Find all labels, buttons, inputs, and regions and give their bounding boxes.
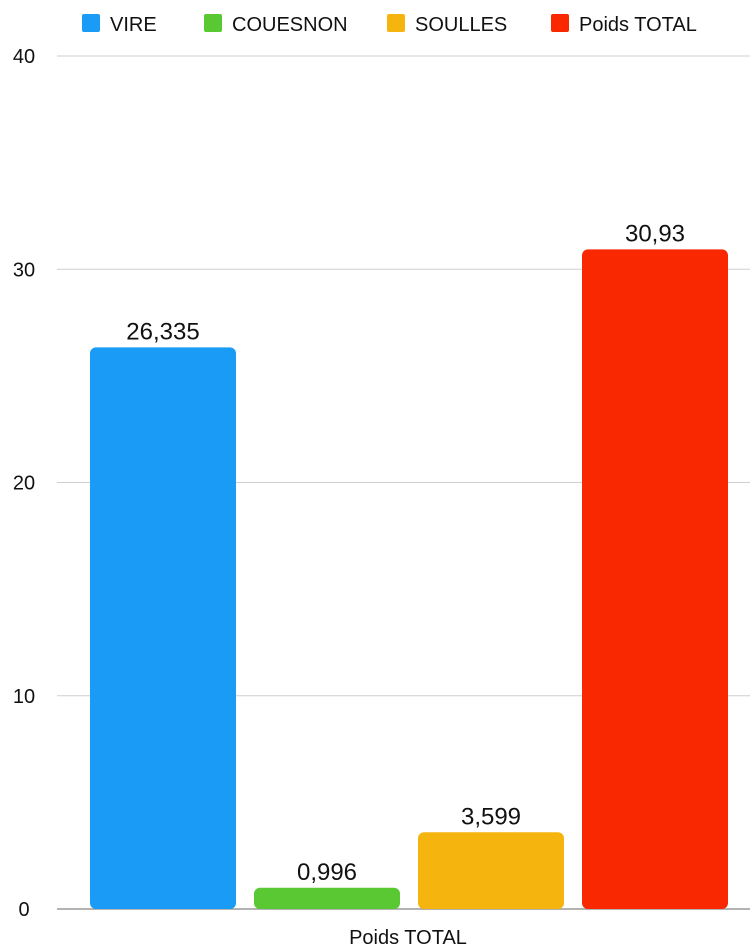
bar-vire	[90, 347, 236, 909]
y-tick-label: 20	[13, 473, 35, 495]
y-tick-label: 10	[13, 686, 35, 708]
y-tick-label: 0	[18, 899, 29, 921]
legend-label: VIRE	[110, 14, 157, 36]
legend: VIRE COUESNON SOULLES Poids TOTAL	[82, 14, 697, 36]
legend-swatch	[204, 14, 222, 32]
bar-couesnon	[254, 887, 400, 909]
y-axis-ticks: 0 10 20 30 40	[13, 46, 35, 921]
legend-label: SOULLES	[415, 14, 507, 36]
data-label: 26,335	[126, 318, 199, 345]
bar-poids-total	[582, 249, 728, 910]
data-labels: 26,335 0,996 3,599 30,93	[126, 220, 685, 885]
data-label: 30,93	[625, 220, 685, 247]
bar-soulles	[418, 832, 564, 909]
data-label: 3,599	[461, 803, 521, 830]
legend-swatch	[387, 14, 405, 32]
data-label: 0,996	[297, 859, 357, 886]
x-category-label: Poids TOTAL	[349, 927, 467, 949]
y-tick-label: 30	[13, 259, 35, 281]
legend-label: COUESNON	[232, 14, 348, 36]
bars	[90, 249, 728, 910]
legend-swatch	[82, 14, 100, 32]
legend-label: Poids TOTAL	[579, 14, 697, 36]
legend-swatch	[551, 14, 569, 32]
y-tick-label: 40	[13, 46, 35, 68]
